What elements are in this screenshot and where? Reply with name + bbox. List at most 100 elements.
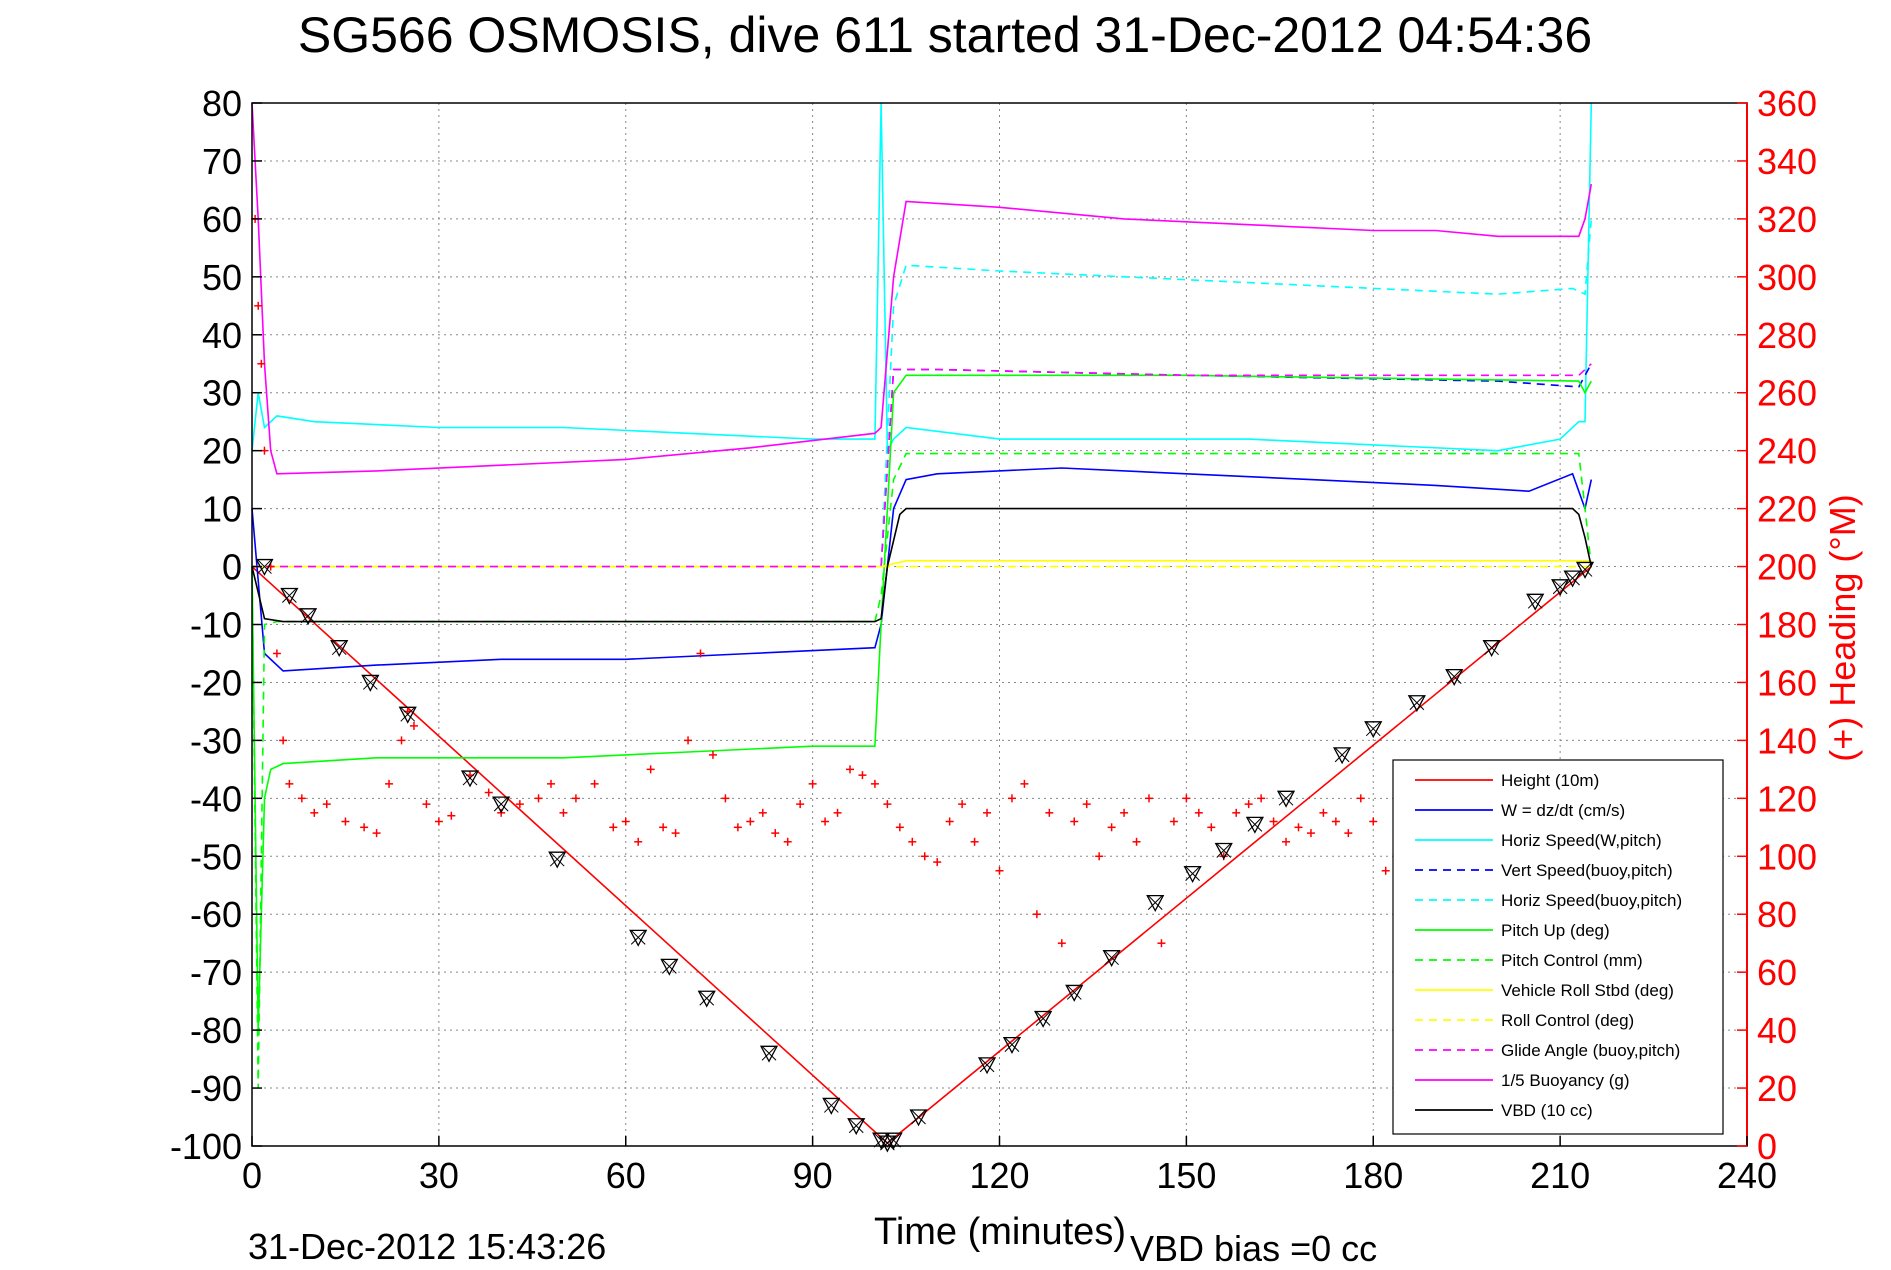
depth-marker [977, 1057, 997, 1075]
series-line-4 [252, 218, 1593, 568]
heading-marker [1269, 817, 1278, 826]
heading-marker [1107, 823, 1116, 832]
heading-marker [571, 794, 580, 803]
heading-marker [422, 800, 431, 809]
y2-tick-label: 40 [1757, 1010, 1797, 1051]
y2-tick-label: 100 [1757, 836, 1817, 877]
y2-tick-label: 80 [1757, 894, 1797, 935]
depth-marker [759, 1045, 779, 1063]
depth-marker [548, 851, 567, 869]
depth-marker [1183, 866, 1202, 884]
depth-marker [1034, 1010, 1053, 1028]
heading-marker [279, 736, 288, 745]
y2-tick-label: 340 [1757, 141, 1817, 182]
heading-marker [434, 817, 443, 826]
heading-marker [646, 765, 655, 774]
heading-marker [1282, 837, 1291, 846]
heading-marker [1070, 817, 1079, 826]
series-line-6 [251, 452, 1593, 1089]
y2-tick-label: 360 [1757, 83, 1817, 124]
depth-marker [398, 706, 417, 724]
heading-marker [821, 817, 830, 826]
heading-marker [534, 794, 543, 803]
x-tick-label: 120 [969, 1155, 1029, 1196]
y2-tick-label: 300 [1757, 257, 1817, 298]
depth-marker [697, 990, 716, 1008]
heading-marker [1232, 808, 1241, 817]
y-tick-label: 10 [202, 489, 242, 530]
heading-marker [590, 779, 599, 788]
heading-marker [1157, 939, 1166, 948]
vbd-bias-label: VBD bias =0 cc [1130, 1228, 1378, 1269]
heading-marker [1319, 808, 1328, 817]
legend-label: Horiz Speed(buoy,pitch) [1501, 891, 1682, 910]
depth-marker [1102, 950, 1121, 968]
heading-marker [257, 359, 266, 368]
heading-marker [920, 852, 929, 861]
x-tick-label: 60 [606, 1155, 646, 1196]
heading-marker [1344, 829, 1353, 838]
heading-marker [1057, 939, 1066, 948]
y-tick-label: 50 [202, 257, 242, 298]
y2-axis-ticks: 3603403203002802602402202001801601401201… [1737, 83, 1817, 1167]
heading-marker [958, 800, 967, 809]
heading-marker [933, 858, 942, 867]
y-tick-label: -100 [170, 1126, 242, 1167]
heading-marker [1257, 794, 1266, 803]
heading-marker [1020, 779, 1029, 788]
y2-tick-label: 260 [1757, 373, 1817, 414]
depth-marker [1245, 816, 1264, 834]
heading-marker [447, 811, 456, 820]
heading-marker [883, 800, 892, 809]
depth-markers [255, 558, 1595, 1153]
y2-tick-label: 240 [1757, 431, 1817, 472]
y2-tick-label: 60 [1757, 952, 1797, 993]
heading-marker [297, 794, 306, 803]
heading-marker [397, 736, 406, 745]
heading-markers [251, 214, 1403, 948]
heading-marker [1120, 808, 1129, 817]
heading-marker [970, 837, 979, 846]
depth-marker [847, 1118, 866, 1136]
y-tick-label: 30 [202, 373, 242, 414]
depth-marker [1276, 790, 1296, 808]
heading-marker [659, 823, 668, 832]
legend-label: Vert Speed(buoy,pitch) [1501, 861, 1673, 880]
heading-marker [341, 817, 350, 826]
legend-label: Pitch Control (mm) [1501, 951, 1643, 970]
depth-marker [1333, 747, 1352, 765]
depth-marker [1065, 984, 1084, 1002]
depth-marker [1214, 842, 1233, 860]
depth-marker [1563, 570, 1582, 588]
heading-marker [310, 808, 319, 817]
depth-marker [1526, 593, 1545, 611]
depth-marker [361, 674, 380, 692]
legend-label: Horiz Speed(W,pitch) [1501, 831, 1662, 850]
series-group [251, 102, 1593, 1145]
y-tick-label: -40 [190, 778, 242, 819]
series-line-11 [251, 507, 1593, 623]
heading-marker [1132, 837, 1141, 846]
series-line-5 [251, 374, 1593, 1031]
depth-marker [1575, 561, 1595, 579]
heading-marker [945, 817, 954, 826]
heading-marker [360, 823, 369, 832]
x-tick-label: 240 [1717, 1155, 1777, 1196]
heading-marker [796, 800, 805, 809]
y-tick-label: 40 [202, 315, 242, 356]
legend-box [1392, 759, 1724, 1135]
series-line-10 [251, 102, 1593, 475]
legend-label: 1/5 Buoyancy (g) [1501, 1071, 1630, 1090]
heading-marker [1294, 823, 1303, 832]
y2-tick-label: 280 [1757, 315, 1817, 356]
x-tick-label: 90 [793, 1155, 833, 1196]
heading-marker [833, 808, 842, 817]
depth-marker [298, 608, 318, 626]
heading-marker [870, 779, 879, 788]
heading-marker [1369, 817, 1378, 826]
heading-marker [1194, 808, 1203, 817]
y2-axis-label: (+) Heading (°M) [1822, 494, 1863, 761]
legend-label: Pitch Up (deg) [1501, 921, 1610, 940]
y-tick-label: -50 [190, 836, 242, 877]
